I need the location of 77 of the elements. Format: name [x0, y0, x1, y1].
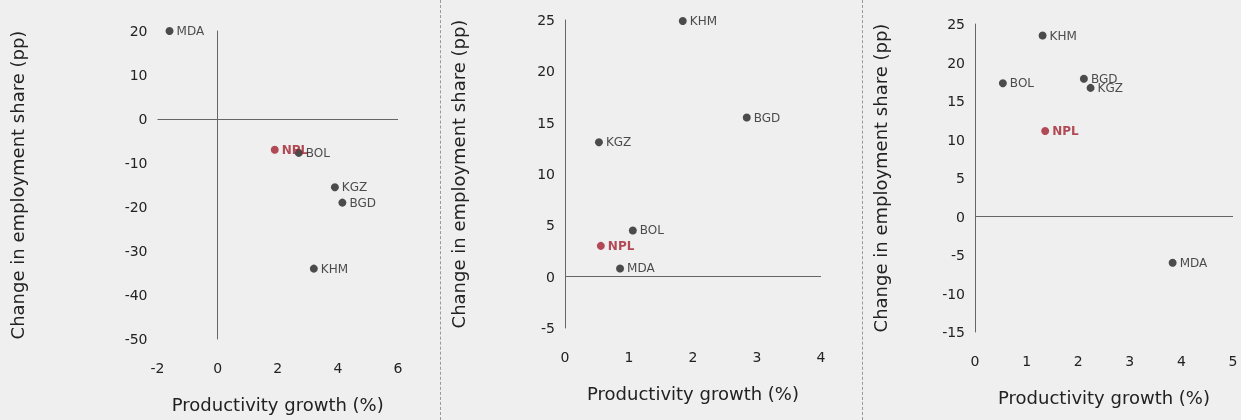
y-tick-label: 0 [546, 268, 555, 285]
point [628, 226, 637, 235]
y-tick-label: 0 [956, 208, 965, 225]
y-tick-label: -50 [124, 331, 148, 347]
series-label: MDA [176, 24, 205, 38]
y-tick-label: 10 [537, 166, 555, 182]
x-tick-label: -2 [150, 360, 165, 376]
y-tick-label: -20 [124, 199, 148, 215]
y-tick-label: 5 [956, 170, 965, 186]
series-label: MDA [1179, 255, 1209, 270]
y-tick-label: 10 [947, 131, 965, 148]
series-label: NPL [607, 238, 635, 253]
y-tick-label: -15 [942, 324, 965, 340]
y-tick-label: 25 [947, 16, 965, 32]
y-tick-label: 5 [546, 217, 555, 234]
series-label: BGD [753, 110, 781, 125]
y-tick-label: 10 [129, 67, 148, 83]
series-label: KGZ [605, 135, 632, 150]
x-tick-label: 4 [333, 360, 343, 376]
series-label: KGZ [341, 180, 368, 195]
point [678, 17, 687, 26]
x-axis-title: Productivity growth (%) [587, 382, 799, 404]
x-tick-label: 6 [393, 360, 403, 376]
y-tick-label: 20 [947, 54, 965, 71]
y-tick-label: 20 [129, 23, 148, 39]
series-label: BOL [639, 223, 665, 238]
y-tick-label: -40 [124, 287, 148, 303]
y-tick-label: 0 [138, 111, 148, 127]
y-axis-title: Change in employment share (pp) [869, 23, 891, 333]
point [998, 79, 1007, 88]
point [270, 145, 279, 154]
x-tick-label: 1 [1022, 353, 1032, 369]
point [165, 27, 174, 35]
point [594, 138, 603, 147]
y-tick-label: -5 [541, 320, 555, 336]
x-tick-label: 2 [1073, 353, 1083, 369]
y-tick-label: -5 [951, 247, 965, 263]
point [1041, 127, 1050, 136]
y-tick-label: 20 [537, 63, 555, 80]
series-label: KHM [1049, 28, 1077, 43]
x-tick-label: 2 [688, 349, 698, 365]
x-tick-label: 3 [1125, 353, 1135, 369]
x-axis-title: Productivity growth (%) [171, 393, 384, 415]
y-axis-title: Change in employment share (pp) [6, 30, 28, 340]
point [1038, 31, 1047, 40]
y-tick-label: -10 [124, 155, 148, 171]
x-tick-label: 5 [1228, 353, 1238, 369]
y-axis-title: Change in employment share (pp) [447, 19, 469, 329]
x-axis-title: Productivity growth (%) [998, 386, 1210, 408]
series-label: BOL [1009, 76, 1035, 91]
x-tick-label: 0 [213, 360, 223, 376]
point [596, 241, 605, 250]
series-label: NPL [1052, 124, 1080, 139]
y-tick-label: 25 [537, 12, 555, 28]
y-tick-label: 15 [537, 114, 555, 131]
series-label: KHM [320, 261, 349, 276]
y-tick-label: -10 [942, 285, 965, 302]
point [330, 183, 339, 192]
series-label: KHM [689, 14, 718, 29]
point [1079, 74, 1088, 83]
point [309, 264, 318, 273]
point [616, 264, 625, 273]
series-label: MDA [627, 261, 656, 276]
point [1086, 83, 1095, 92]
series-label: BGD [349, 195, 376, 210]
x-tick-label: 0 [970, 353, 980, 369]
y-tick-label: -30 [124, 243, 148, 259]
point [1168, 258, 1177, 267]
x-tick-label: 0 [560, 349, 570, 365]
x-tick-label: 2 [273, 360, 283, 376]
x-tick-label: 4 [1176, 353, 1186, 369]
point [742, 113, 751, 122]
x-tick-label: 3 [752, 349, 762, 365]
x-tick-label: 4 [816, 349, 826, 365]
x-tick-label: 1 [624, 349, 634, 365]
y-tick-label: 15 [947, 93, 965, 109]
point [338, 198, 347, 207]
